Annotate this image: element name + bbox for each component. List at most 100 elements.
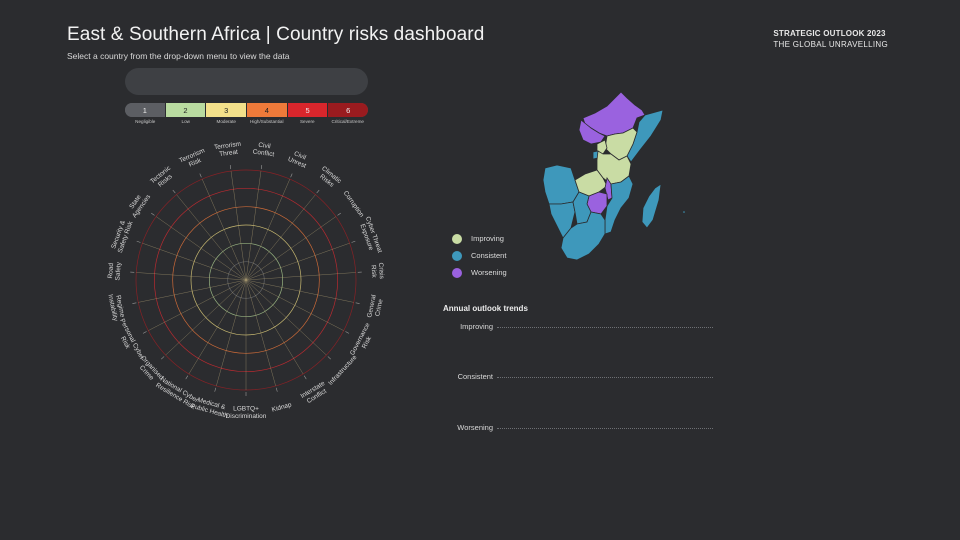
- risk-level-2: 2: [165, 103, 207, 117]
- risk-radar-chart: CivilConflict CivilUnrestClimaticRisksCor…: [106, 141, 385, 420]
- map-region-uganda[interactable]: [596, 139, 608, 155]
- country-dropdown[interactable]: [125, 68, 368, 95]
- risk-level-4: 4: [247, 103, 288, 117]
- radar-category-label: National CyberResilience Risk: [154, 375, 200, 411]
- radar-spoke: [245, 279, 276, 386]
- legend-label: Worsening: [471, 268, 507, 277]
- radar-category-label: CivilConflict: [252, 141, 276, 158]
- legend-label: Consistent: [471, 251, 507, 260]
- trend-line: [497, 377, 713, 378]
- map-legend: Improving Consistent Worsening: [452, 230, 507, 281]
- radar-tick: [161, 356, 165, 360]
- radar-category-label: StateAgencies: [125, 188, 153, 219]
- radar-spoke: [165, 279, 247, 356]
- legend-item-improving: Improving: [452, 230, 507, 247]
- radar-tick: [132, 302, 137, 304]
- trend-line: [497, 327, 713, 328]
- radar-tick: [136, 240, 141, 243]
- risk-level-label: Critical/Extreme: [331, 119, 364, 124]
- radar-tick: [290, 173, 293, 178]
- brand-tagline: THE GLOBAL UNRAVELLING: [773, 40, 888, 49]
- map-region-island[interactable]: [683, 211, 685, 213]
- risk-level-label: Moderate: [216, 119, 236, 124]
- radar-tick: [229, 165, 232, 170]
- radar-tick: [214, 387, 217, 392]
- radar-category-label: Security &Safety Risk: [110, 217, 135, 254]
- trend-row-worsening: Worsening: [443, 423, 713, 437]
- radar-category-label: TerrorismThreat: [214, 141, 243, 159]
- radar-tick: [327, 356, 331, 360]
- radar-category-label: RoadSafety: [107, 261, 123, 281]
- radar-spoke: [216, 279, 247, 386]
- radar-category-label: TerrorismRisk: [178, 147, 209, 171]
- radar-category-label: ClimaticRisks: [315, 165, 343, 191]
- radar-spoke: [188, 279, 247, 375]
- radar-tick: [199, 173, 202, 178]
- radar-spoke: [245, 272, 356, 281]
- radar-spoke: [245, 170, 262, 281]
- radar-tick: [151, 212, 155, 216]
- trend-line: [497, 428, 713, 429]
- radar-category-label: GeneralCrime: [366, 294, 385, 320]
- radar-category-label: TectonicRisks: [149, 164, 177, 191]
- trend-row-consistent: Consistent: [443, 372, 713, 386]
- radar-spoke: [136, 272, 247, 281]
- radar-spoke: [138, 279, 247, 303]
- radar-spoke: [245, 279, 327, 356]
- radar-tick: [355, 302, 360, 304]
- page-title: East & Southern Africa | Country risks d…: [67, 24, 485, 45]
- radar-category-label: Kidnap: [271, 401, 293, 413]
- risk-level-label: Severe: [299, 119, 315, 124]
- radar-category-label: LGBTQ+ Discrimination: [226, 405, 267, 420]
- radar-category-label: Personal CyberRisk: [112, 318, 146, 365]
- radar-tick: [345, 331, 350, 334]
- risk-level-3: 3: [206, 103, 248, 117]
- map-region-somalia[interactable]: [626, 109, 664, 163]
- map-region-south-africa[interactable]: [560, 211, 606, 261]
- legend-label: Improving: [471, 234, 504, 243]
- radar-spoke: [245, 279, 304, 375]
- radar-spoke: [201, 179, 247, 281]
- brand-title: STRATEGIC OUTLOOK 2023: [773, 29, 886, 38]
- radar-spoke: [155, 216, 247, 281]
- radar-category-label: Corruption: [342, 190, 365, 219]
- radar-spoke: [245, 242, 350, 281]
- radar-tick: [316, 189, 320, 194]
- radar-spoke: [245, 279, 354, 303]
- risk-level-6: 6: [328, 103, 368, 117]
- map-region-kenya[interactable]: [604, 127, 638, 161]
- legend-dot-icon: [452, 267, 462, 278]
- radar-spoke: [245, 216, 337, 281]
- radar-category-label: Cyber ThreatExposure: [357, 216, 383, 257]
- map-region-madagascar[interactable]: [641, 183, 662, 229]
- radar-category-label: Infrastructure: [327, 354, 358, 387]
- legend-item-worsening: Worsening: [452, 264, 507, 281]
- radar-tick: [260, 165, 263, 170]
- radar-category-label: CrisisRisk: [369, 262, 385, 280]
- risk-level-1: 1: [125, 103, 166, 117]
- trends-title: Annual outlook trends: [443, 304, 528, 313]
- radar-category-label: CivilUnrest: [287, 149, 311, 170]
- radar-spoke: [142, 242, 247, 281]
- radar-spoke: [148, 279, 247, 331]
- radar-tick: [351, 240, 356, 243]
- trend-label: Worsening: [457, 423, 493, 432]
- radar-spoke: [176, 194, 247, 281]
- radar-spoke: [245, 279, 344, 331]
- risk-level-5: 5: [287, 103, 329, 117]
- trend-label: Consistent: [457, 372, 493, 381]
- page-subtitle: Select a country from the drop-down menu…: [67, 51, 290, 61]
- risk-level-label: Negligible: [135, 119, 156, 124]
- radar-category-label: InterstateConflict: [300, 380, 331, 407]
- trend-row-improving: Improving: [443, 322, 713, 336]
- risk-level-label: High/Substantial: [250, 119, 284, 124]
- legend-dot-icon: [452, 250, 462, 261]
- map-region-angola[interactable]: [542, 164, 580, 205]
- risk-scale-labels: Negligible Low Moderate High/Substantial Sev…: [125, 119, 368, 124]
- radar-spoke: [245, 194, 316, 281]
- legend-item-consistent: Consistent: [452, 247, 507, 264]
- trend-label: Improving: [460, 322, 493, 331]
- radar-tick: [337, 212, 341, 216]
- radar-tick: [172, 189, 176, 194]
